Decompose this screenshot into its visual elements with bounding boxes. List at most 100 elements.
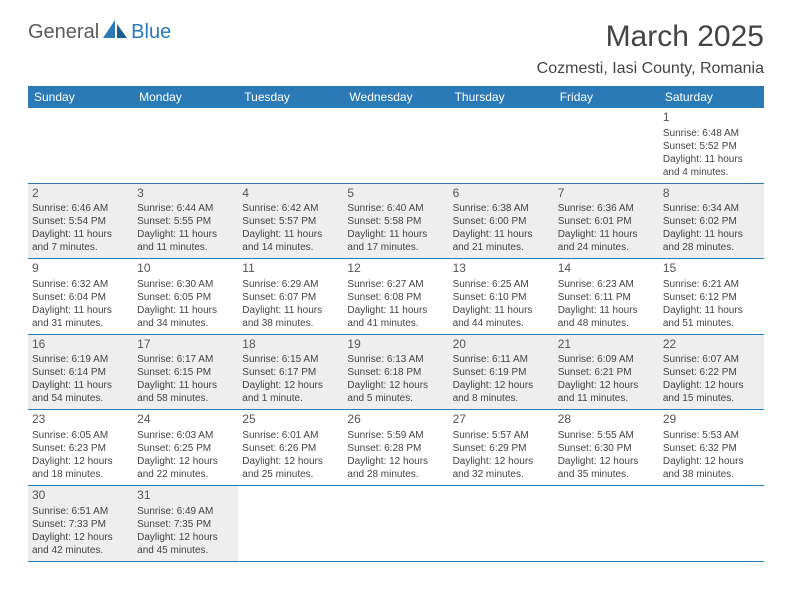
sunrise-line: Sunrise: 6:09 AM <box>558 353 655 366</box>
calendar-day-cell: 15Sunrise: 6:21 AMSunset: 6:12 PMDayligh… <box>659 259 764 335</box>
day-number: 12 <box>347 261 444 277</box>
sunset-line: Sunset: 6:07 PM <box>242 291 339 304</box>
calendar-week-row: 9Sunrise: 6:32 AMSunset: 6:04 PMDaylight… <box>28 259 764 335</box>
daylight-line: Daylight: 12 hours and 18 minutes. <box>32 455 129 481</box>
day-number: 1 <box>663 110 760 126</box>
calendar-day-cell: 23Sunrise: 6:05 AMSunset: 6:23 PMDayligh… <box>28 410 133 486</box>
day-number: 28 <box>558 412 655 428</box>
sunrise-line: Sunrise: 6:40 AM <box>347 202 444 215</box>
sunset-line: Sunset: 6:21 PM <box>558 366 655 379</box>
daylight-line: Daylight: 11 hours and 34 minutes. <box>137 304 234 330</box>
daylight-line: Daylight: 11 hours and 11 minutes. <box>137 228 234 254</box>
sunrise-line: Sunrise: 6:49 AM <box>137 505 234 518</box>
day-number: 25 <box>242 412 339 428</box>
sunset-line: Sunset: 6:01 PM <box>558 215 655 228</box>
sunrise-line: Sunrise: 6:29 AM <box>242 278 339 291</box>
calendar-day-cell: 30Sunrise: 6:51 AMSunset: 7:33 PMDayligh… <box>28 485 133 561</box>
daylight-line: Daylight: 11 hours and 54 minutes. <box>32 379 129 405</box>
calendar-day-cell: 11Sunrise: 6:29 AMSunset: 6:07 PMDayligh… <box>238 259 343 335</box>
sunrise-line: Sunrise: 6:17 AM <box>137 353 234 366</box>
daylight-line: Daylight: 11 hours and 4 minutes. <box>663 153 760 179</box>
sunset-line: Sunset: 6:30 PM <box>558 442 655 455</box>
sunrise-line: Sunrise: 6:27 AM <box>347 278 444 291</box>
daylight-line: Daylight: 11 hours and 17 minutes. <box>347 228 444 254</box>
calendar-day-cell: 25Sunrise: 6:01 AMSunset: 6:26 PMDayligh… <box>238 410 343 486</box>
calendar-empty-cell <box>449 108 554 183</box>
daylight-line: Daylight: 12 hours and 15 minutes. <box>663 379 760 405</box>
sunset-line: Sunset: 6:18 PM <box>347 366 444 379</box>
weekday-header: Tuesday <box>238 86 343 108</box>
sunrise-line: Sunrise: 6:36 AM <box>558 202 655 215</box>
calendar-day-cell: 27Sunrise: 5:57 AMSunset: 6:29 PMDayligh… <box>449 410 554 486</box>
sunrise-line: Sunrise: 6:51 AM <box>32 505 129 518</box>
daylight-line: Daylight: 11 hours and 41 minutes. <box>347 304 444 330</box>
weekday-header: Thursday <box>449 86 554 108</box>
daylight-line: Daylight: 12 hours and 8 minutes. <box>453 379 550 405</box>
calendar-week-row: 30Sunrise: 6:51 AMSunset: 7:33 PMDayligh… <box>28 485 764 561</box>
day-number: 22 <box>663 337 760 353</box>
day-number: 5 <box>347 186 444 202</box>
sunrise-line: Sunrise: 6:15 AM <box>242 353 339 366</box>
day-number: 27 <box>453 412 550 428</box>
brand-part2: Blue <box>131 21 171 44</box>
sunrise-line: Sunrise: 6:19 AM <box>32 353 129 366</box>
calendar-week-row: 1Sunrise: 6:48 AMSunset: 5:52 PMDaylight… <box>28 108 764 183</box>
day-number: 30 <box>32 488 129 504</box>
day-number: 7 <box>558 186 655 202</box>
weekday-header: Friday <box>554 86 659 108</box>
sunrise-line: Sunrise: 6:32 AM <box>32 278 129 291</box>
day-number: 2 <box>32 186 129 202</box>
sunrise-line: Sunrise: 6:13 AM <box>347 353 444 366</box>
daylight-line: Daylight: 12 hours and 5 minutes. <box>347 379 444 405</box>
sunset-line: Sunset: 5:54 PM <box>32 215 129 228</box>
daylight-line: Daylight: 12 hours and 45 minutes. <box>137 531 234 557</box>
weekday-header: Sunday <box>28 86 133 108</box>
calendar-day-cell: 18Sunrise: 6:15 AMSunset: 6:17 PMDayligh… <box>238 334 343 410</box>
calendar-empty-cell <box>238 108 343 183</box>
daylight-line: Daylight: 11 hours and 58 minutes. <box>137 379 234 405</box>
day-number: 9 <box>32 261 129 277</box>
daylight-line: Daylight: 11 hours and 14 minutes. <box>242 228 339 254</box>
sunrise-line: Sunrise: 6:21 AM <box>663 278 760 291</box>
sunset-line: Sunset: 6:17 PM <box>242 366 339 379</box>
calendar-day-cell: 17Sunrise: 6:17 AMSunset: 6:15 PMDayligh… <box>133 334 238 410</box>
daylight-line: Daylight: 12 hours and 1 minute. <box>242 379 339 405</box>
weekday-header: Wednesday <box>343 86 448 108</box>
daylight-line: Daylight: 12 hours and 22 minutes. <box>137 455 234 481</box>
day-number: 6 <box>453 186 550 202</box>
daylight-line: Daylight: 11 hours and 51 minutes. <box>663 304 760 330</box>
calendar-day-cell: 19Sunrise: 6:13 AMSunset: 6:18 PMDayligh… <box>343 334 448 410</box>
calendar-day-cell: 10Sunrise: 6:30 AMSunset: 6:05 PMDayligh… <box>133 259 238 335</box>
weekday-header-row: SundayMondayTuesdayWednesdayThursdayFrid… <box>28 86 764 108</box>
sunset-line: Sunset: 5:52 PM <box>663 140 760 153</box>
sunset-line: Sunset: 6:28 PM <box>347 442 444 455</box>
header: General Blue March 2025 Cozmesti, Iasi C… <box>28 20 764 82</box>
calendar-day-cell: 26Sunrise: 5:59 AMSunset: 6:28 PMDayligh… <box>343 410 448 486</box>
sunrise-line: Sunrise: 6:01 AM <box>242 429 339 442</box>
sunset-line: Sunset: 6:12 PM <box>663 291 760 304</box>
brand-sail-icon <box>103 20 129 45</box>
daylight-line: Daylight: 11 hours and 21 minutes. <box>453 228 550 254</box>
calendar-day-cell: 13Sunrise: 6:25 AMSunset: 6:10 PMDayligh… <box>449 259 554 335</box>
sunset-line: Sunset: 6:08 PM <box>347 291 444 304</box>
day-number: 18 <box>242 337 339 353</box>
daylight-line: Daylight: 12 hours and 32 minutes. <box>453 455 550 481</box>
sunset-line: Sunset: 6:32 PM <box>663 442 760 455</box>
day-number: 31 <box>137 488 234 504</box>
sunrise-line: Sunrise: 6:44 AM <box>137 202 234 215</box>
calendar-day-cell: 4Sunrise: 6:42 AMSunset: 5:57 PMDaylight… <box>238 183 343 259</box>
calendar-empty-cell <box>238 485 343 561</box>
calendar-day-cell: 8Sunrise: 6:34 AMSunset: 6:02 PMDaylight… <box>659 183 764 259</box>
sunrise-line: Sunrise: 6:38 AM <box>453 202 550 215</box>
calendar-week-row: 16Sunrise: 6:19 AMSunset: 6:14 PMDayligh… <box>28 334 764 410</box>
calendar-table: SundayMondayTuesdayWednesdayThursdayFrid… <box>28 86 764 562</box>
sunset-line: Sunset: 6:26 PM <box>242 442 339 455</box>
daylight-line: Daylight: 12 hours and 25 minutes. <box>242 455 339 481</box>
sunset-line: Sunset: 6:23 PM <box>32 442 129 455</box>
calendar-day-cell: 20Sunrise: 6:11 AMSunset: 6:19 PMDayligh… <box>449 334 554 410</box>
day-number: 16 <box>32 337 129 353</box>
brand-part1: General <box>28 21 99 44</box>
daylight-line: Daylight: 12 hours and 11 minutes. <box>558 379 655 405</box>
sunset-line: Sunset: 6:19 PM <box>453 366 550 379</box>
daylight-line: Daylight: 12 hours and 42 minutes. <box>32 531 129 557</box>
